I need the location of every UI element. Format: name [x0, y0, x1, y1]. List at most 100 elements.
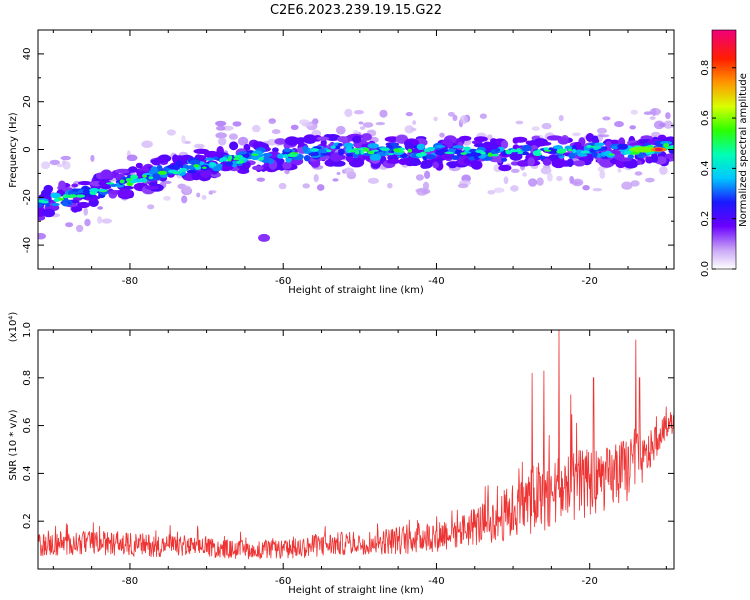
heatmap-speckle — [56, 163, 63, 168]
heatmap-cell — [268, 158, 274, 165]
heatmap-speckle — [97, 216, 103, 224]
heatmap-cell — [224, 161, 233, 167]
heatmap-speckle — [571, 178, 584, 187]
heatmap-cell — [551, 158, 566, 169]
heatmap-speckle — [643, 111, 653, 115]
heatmap-speckle — [181, 135, 186, 144]
heatmap-cell — [310, 148, 319, 152]
heatmap-cell — [233, 157, 241, 160]
heatmap-cell — [76, 201, 90, 209]
colorbar-label: Normalized spectral amplitude — [738, 73, 749, 227]
heatmap-cell — [543, 147, 549, 151]
spectrogram-y-tick-label: 40 — [22, 48, 33, 61]
heatmap-cell — [262, 152, 273, 157]
heatmap-cell — [532, 150, 540, 155]
heatmap-speckle — [367, 177, 379, 184]
heatmap-cell — [585, 133, 595, 142]
heatmap-cell — [144, 185, 159, 190]
heatmap-speckle — [630, 109, 638, 115]
heatmap-speckle — [218, 137, 227, 146]
heatmap-speckle — [439, 132, 445, 138]
heatmap-cell — [330, 160, 346, 167]
heatmap-speckle — [237, 136, 249, 146]
heatmap-cell — [434, 145, 446, 148]
heatmap-cell — [173, 171, 180, 175]
heatmap-speckle — [359, 126, 366, 130]
heatmap-speckle — [405, 112, 413, 117]
heatmap-speckle — [344, 108, 353, 118]
heatmap-cell — [130, 174, 139, 179]
heatmap-cell — [379, 147, 389, 150]
colorbar-axis: 0.0 0.2 0.4 0.6 0.8 — [700, 29, 737, 277]
heatmap-cell — [202, 166, 207, 169]
heatmap-speckle — [582, 185, 590, 191]
heatmap-cell — [98, 188, 106, 192]
heatmap-cell — [361, 133, 372, 141]
heatmap-speckle — [41, 161, 51, 170]
heatmap-speckle — [510, 185, 519, 192]
heatmap-speckle — [60, 155, 71, 161]
spectrogram-x-tick-label: -80 — [122, 276, 138, 287]
heatmap-speckle — [531, 126, 540, 131]
heatmap-cell — [320, 139, 327, 147]
snr-y-tick-label: 0.2 — [22, 513, 33, 529]
heatmap-speckle — [651, 108, 657, 116]
heatmap-cell — [303, 134, 317, 145]
heatmap-speckle — [183, 140, 191, 144]
heatmap-cell — [89, 188, 100, 193]
heatmap-cell — [491, 153, 500, 157]
heatmap-speckle — [358, 121, 364, 125]
heatmap-speckle — [634, 171, 643, 176]
heatmap-cell — [142, 174, 147, 178]
spectrogram-x-tick-label: -60 — [275, 276, 291, 287]
heatmap-cell — [345, 154, 354, 163]
heatmap-cell — [128, 166, 138, 173]
heatmap-cell — [362, 147, 370, 152]
heatmap-cell — [393, 148, 401, 153]
heatmap-speckle — [166, 129, 176, 136]
heatmap-cell — [360, 150, 365, 155]
heatmap-cell — [459, 135, 472, 141]
heatmap-cell — [594, 142, 605, 147]
heatmap-cell — [258, 157, 264, 161]
heatmap-speckle — [522, 172, 527, 177]
heatmap-cell — [346, 153, 353, 157]
heatmap-cell — [566, 158, 574, 167]
heatmap-speckle — [362, 122, 374, 128]
heatmap-speckle — [101, 218, 112, 224]
heatmap-cell — [423, 148, 431, 153]
heatmap-cell — [404, 141, 414, 152]
spectrogram-panel: -80 -60 -40 -20 -40 -20 0 20 40 Height of straig… — [8, 29, 675, 296]
heatmap-cell — [669, 145, 674, 148]
heatmap-cell — [510, 149, 518, 153]
spectrogram-x-tick-label: -20 — [582, 276, 598, 287]
heatmap-cell — [577, 153, 588, 157]
heatmap-cell — [135, 162, 143, 169]
colorbar-tick-label: 0.0 — [700, 261, 711, 277]
heatmap-cell — [521, 144, 532, 152]
heatmap-speckle — [49, 159, 60, 166]
spectrogram-y-axis-label: Frequency (Hz) — [8, 112, 19, 188]
heatmap-cell — [474, 136, 488, 143]
heatmap-cell — [156, 164, 163, 172]
heatmap-cell — [488, 154, 501, 163]
heatmap-cell — [410, 159, 422, 166]
figure-title: C2E6.2023.239.19.15.G22 — [270, 3, 442, 18]
heatmap-speckle — [479, 113, 487, 119]
spectrogram-x-axis-label: Height of straight line (km) — [288, 285, 424, 296]
heatmap-cell — [228, 155, 233, 160]
heatmap-cell — [285, 156, 292, 163]
snr-y-tick-label: 0.6 — [22, 418, 33, 434]
heatmap-cell — [505, 150, 512, 155]
snr-plot-area — [38, 330, 674, 569]
heatmap-speckle — [536, 177, 544, 186]
heatmap-cell — [154, 156, 168, 164]
heatmap-speckle — [97, 206, 104, 210]
heatmap-speckle — [572, 132, 581, 137]
colorbar-frame — [711, 29, 737, 270]
heatmap-speckle — [75, 224, 84, 233]
heatmap-cell — [432, 161, 440, 169]
heatmap-speckle — [599, 170, 606, 179]
heatmap-speckle — [459, 115, 469, 124]
heatmap-peak — [654, 148, 663, 151]
